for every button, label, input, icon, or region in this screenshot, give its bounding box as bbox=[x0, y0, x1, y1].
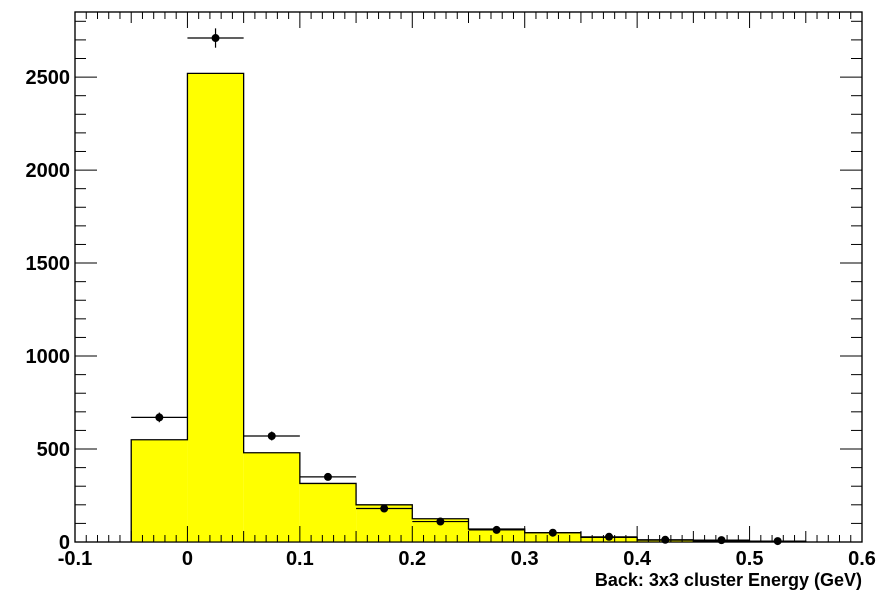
histogram-bar bbox=[524, 532, 581, 542]
x-axis: -0.1 0 0.1 0.2 0.3 0.4 0.5 0.6 bbox=[58, 12, 876, 570]
y-tick-label: 0 bbox=[59, 532, 70, 554]
y-tick-label: 2500 bbox=[26, 67, 71, 89]
data-point bbox=[356, 504, 413, 513]
y-tick-label: 1500 bbox=[26, 253, 71, 275]
x-tick-label: 0.2 bbox=[398, 548, 426, 570]
data-point bbox=[412, 517, 469, 526]
x-tick-label: 0.5 bbox=[736, 548, 764, 570]
histogram-bar bbox=[412, 518, 469, 542]
data-point bbox=[524, 528, 581, 537]
x-tick-label: 0.3 bbox=[511, 548, 539, 570]
histogram-bar bbox=[299, 483, 357, 542]
data-point-marker bbox=[492, 525, 501, 534]
data-point-marker bbox=[605, 532, 614, 541]
data-point bbox=[187, 28, 244, 48]
data-point bbox=[299, 472, 357, 481]
x-tick-label: 0 bbox=[182, 548, 193, 570]
histogram-bar bbox=[468, 528, 525, 542]
data-point bbox=[693, 536, 750, 545]
data-point-marker bbox=[155, 413, 164, 422]
histogram-layer bbox=[130, 72, 807, 543]
histogram-bar bbox=[243, 452, 300, 542]
data-point bbox=[243, 431, 300, 441]
data-point-marker bbox=[211, 34, 220, 43]
y-tick-label: 1000 bbox=[26, 346, 71, 368]
x-tick-label: 0.4 bbox=[623, 548, 652, 570]
y-axis: 0 500 1000 1500 2000 2500 bbox=[26, 20, 862, 554]
histogram-bar bbox=[187, 73, 244, 543]
data-point bbox=[468, 525, 525, 534]
data-point-marker bbox=[323, 472, 332, 481]
x-axis-title: Back: 3x3 cluster Energy (GeV) bbox=[595, 570, 862, 590]
data-point-marker bbox=[267, 432, 276, 440]
data-point bbox=[580, 532, 638, 541]
x-tick-label: 0.1 bbox=[286, 548, 314, 570]
histogram-bar bbox=[131, 439, 188, 542]
y-tick-label: 500 bbox=[37, 439, 70, 461]
data-point-marker bbox=[436, 517, 445, 526]
data-point-marker bbox=[548, 528, 557, 537]
x-tick-label: 0.6 bbox=[848, 548, 876, 570]
data-point-marker bbox=[380, 504, 389, 513]
data-point bbox=[749, 537, 806, 546]
data-point-marker bbox=[773, 537, 782, 546]
y-tick-label: 2000 bbox=[26, 160, 71, 182]
data-point-marker bbox=[717, 536, 726, 545]
data-point bbox=[131, 412, 188, 423]
x-tick-label: -0.1 bbox=[58, 548, 92, 570]
